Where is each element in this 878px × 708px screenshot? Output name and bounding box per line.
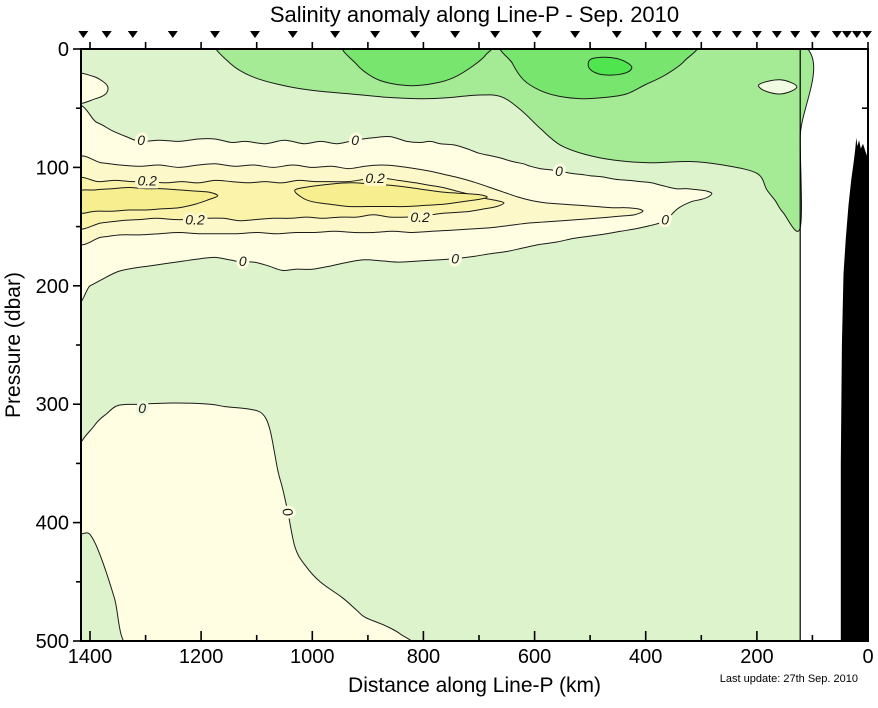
station-marker [861,31,872,38]
contour-label: 0 [351,132,359,148]
station-marker [711,31,722,38]
station-marker [490,31,501,38]
x-tick-label: 1400 [68,646,113,668]
station-marker [450,31,461,38]
station-marker [78,31,89,38]
contour-label: 0 [239,253,247,269]
contour-label: 0.2 [365,170,385,186]
station-marker [127,31,138,38]
station-marker [287,31,298,38]
station-marker [751,31,762,38]
x-tick-label: 600 [518,646,551,668]
region-surface-negative-band [215,49,815,232]
page-title: Salinity anomaly along Line-P - Sep. 201… [269,2,680,27]
station-marker [651,31,662,38]
last-update-note: Last update: 27th Sep. 2010 [719,673,858,685]
station-marker [167,31,178,38]
x-axis-title: Distance along Line-P (km) [348,674,601,697]
station-marker [841,31,852,38]
x-tick-label: 400 [629,646,662,668]
axes [73,42,869,642]
y-axis-title: Pressure (dbar) [2,272,25,418]
station-marker [851,31,862,38]
y-tick-label: 300 [36,394,69,416]
station-marker [691,31,702,38]
x-tick-label: 800 [407,646,440,668]
contour-label: 0 [137,132,145,148]
contour-label: 0.2 [185,212,205,228]
region-surface-west-cream-lens [81,72,109,104]
x-tick-label: 0 [862,646,873,668]
region-core-mid-gt0p3 [294,182,488,208]
contour-label: 0 [138,400,146,416]
y-tick-label: 200 [36,276,69,298]
station-marker [831,31,842,38]
contour-label: 0 [451,251,459,267]
station-marker [370,31,381,38]
x-tick-label: 1000 [290,646,335,668]
x-tick-label: 200 [740,646,773,668]
tick-labels: 1400 1200 1000 800 600 400 200 0 0 100 200 300 400 50… [36,39,874,668]
station-markers [78,31,872,38]
station-marker [570,31,581,38]
station-marker [531,31,542,38]
bathymetry [840,137,868,641]
region-nearshore-light-lens [757,79,798,95]
station-marker [250,31,260,38]
contour-label: 0.2 [410,209,430,225]
y-tick-label: 100 [36,157,69,179]
station-marker [330,31,341,38]
x-tick-label: 1200 [179,646,224,668]
contour-label: 0 [555,163,563,179]
contour-label: 0.2 [137,172,157,188]
station-marker [790,31,801,38]
station-marker [210,31,220,38]
region-surface-core-green [587,56,633,76]
region-surface-bright-blob-west [341,49,493,87]
station-marker [731,31,742,38]
station-marker [410,31,421,38]
y-tick-label: 0 [58,39,69,61]
station-marker [810,31,821,38]
region-deep-positive-0-0p1 [81,402,413,641]
y-tick-label: 400 [36,513,69,535]
station-marker [671,31,682,38]
y-tick-label: 500 [36,631,69,653]
region-core-west-gt0p3 [81,186,219,214]
station-marker [611,31,622,38]
contour-label: 0 [661,212,669,228]
station-marker [771,31,782,38]
station-marker [101,31,112,38]
